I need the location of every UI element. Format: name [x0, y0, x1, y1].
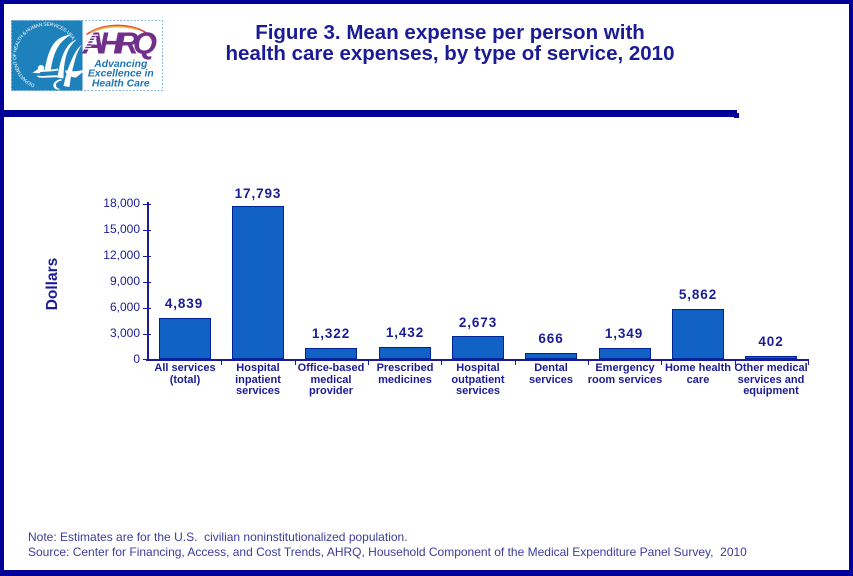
svg-text:AHRQ: AHRQ	[82, 26, 158, 61]
svg-text:Health Care: Health Care	[92, 78, 150, 89]
svg-text:Advancing: Advancing	[93, 59, 148, 70]
svg-text:Excellence in: Excellence in	[88, 69, 154, 80]
